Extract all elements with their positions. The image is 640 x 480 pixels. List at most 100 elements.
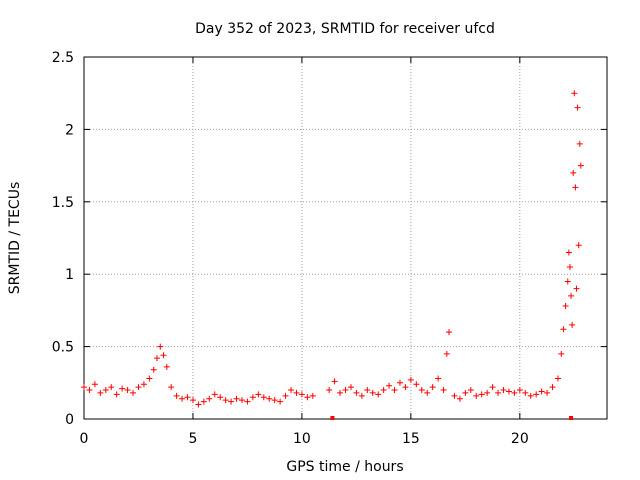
data-point [163, 363, 170, 370]
axis-ticks: 0 5 10 15 20 0 0.5 1 1.5 2 2.5 [52, 50, 607, 447]
zero-value-marker [569, 416, 574, 420]
y-axis-label: SRMTID / TECUs [7, 182, 23, 295]
data-point [364, 387, 371, 394]
data-point [527, 392, 534, 399]
data-point [369, 389, 376, 396]
data-point [576, 140, 583, 147]
x-tick-label: 0 [80, 431, 89, 447]
data-point [200, 398, 207, 405]
data-point [571, 90, 578, 97]
data-point [462, 389, 469, 396]
data-point [484, 389, 491, 396]
data-point [150, 366, 157, 373]
data-point [277, 398, 284, 405]
data-point [446, 329, 453, 336]
chart-title: Day 352 of 2023, SRMTID for receiver ufc… [195, 21, 495, 37]
data-point [396, 379, 403, 386]
y-tick-label: 1 [65, 267, 74, 283]
data-point [522, 389, 529, 396]
data-point [179, 395, 186, 402]
data-point [573, 285, 580, 292]
data-point [386, 382, 393, 389]
zero-value-marker [330, 416, 335, 420]
data-point [505, 388, 512, 395]
data-point [375, 391, 382, 398]
data-point [108, 384, 115, 391]
data-point [304, 394, 311, 401]
x-tick-label: 15 [402, 431, 420, 447]
data-point [195, 401, 202, 408]
data-point [130, 389, 137, 396]
data-point [184, 394, 191, 401]
data-point [451, 392, 458, 399]
data-point [478, 391, 485, 398]
data-point [424, 389, 431, 396]
data-point [173, 392, 180, 399]
data-point [565, 249, 572, 256]
y-tick-label: 2 [65, 122, 74, 138]
data-point [97, 389, 104, 396]
data-point [440, 387, 447, 394]
data-point [566, 263, 573, 270]
data-point [309, 392, 316, 399]
data-point [347, 384, 354, 391]
data-point [549, 384, 556, 391]
data-point [572, 184, 579, 191]
data-point [244, 398, 251, 405]
y-tick-label: 0.5 [52, 340, 74, 356]
data-point [353, 389, 360, 396]
data-point [146, 375, 153, 382]
data-point [337, 389, 344, 396]
data-point [570, 169, 577, 176]
data-point [402, 384, 409, 391]
data-point [413, 381, 420, 388]
data-point [91, 381, 98, 388]
data-point [86, 387, 93, 394]
data-point [495, 389, 502, 396]
data-point [391, 387, 398, 394]
data-point [533, 391, 540, 398]
data-point [538, 388, 545, 395]
data-point [135, 384, 142, 391]
grid-lines [84, 57, 607, 419]
data-point [233, 395, 240, 402]
data-point [418, 387, 425, 394]
data-point [189, 397, 196, 404]
data-point [124, 387, 131, 394]
data-point [544, 389, 551, 396]
y-tick-label: 2.5 [52, 50, 74, 66]
data-point [554, 375, 561, 382]
data-point [140, 381, 147, 388]
data-point [260, 394, 267, 401]
data-point [298, 391, 305, 398]
data-point [154, 355, 161, 362]
data-point [342, 387, 349, 394]
x-tick-label: 10 [293, 431, 311, 447]
data-point [577, 162, 584, 169]
data-point [288, 387, 295, 394]
data-point [81, 384, 87, 391]
data-point [119, 385, 126, 392]
data-point [168, 384, 175, 391]
data-point [102, 387, 109, 394]
x-tick-label: 20 [511, 431, 529, 447]
data-point [574, 104, 581, 111]
data-point [443, 350, 450, 357]
data-point [249, 394, 256, 401]
data-point [380, 387, 387, 394]
data-point [562, 303, 569, 310]
data-point [255, 391, 262, 398]
data-point [228, 398, 235, 405]
data-point [429, 384, 436, 391]
data-point [511, 389, 518, 396]
data-point [473, 392, 480, 399]
data-point [516, 387, 523, 394]
data-point [331, 378, 338, 385]
data-point [456, 395, 463, 402]
plot-area-frame [83, 56, 608, 420]
data-point [282, 392, 289, 399]
x-axis-label: GPS time / hours [286, 459, 403, 475]
data-point [489, 384, 496, 391]
data-point [358, 392, 365, 399]
data-point [500, 387, 507, 394]
